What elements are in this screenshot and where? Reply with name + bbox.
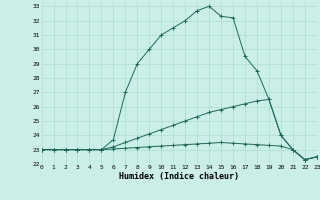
X-axis label: Humidex (Indice chaleur): Humidex (Indice chaleur) [119, 172, 239, 181]
